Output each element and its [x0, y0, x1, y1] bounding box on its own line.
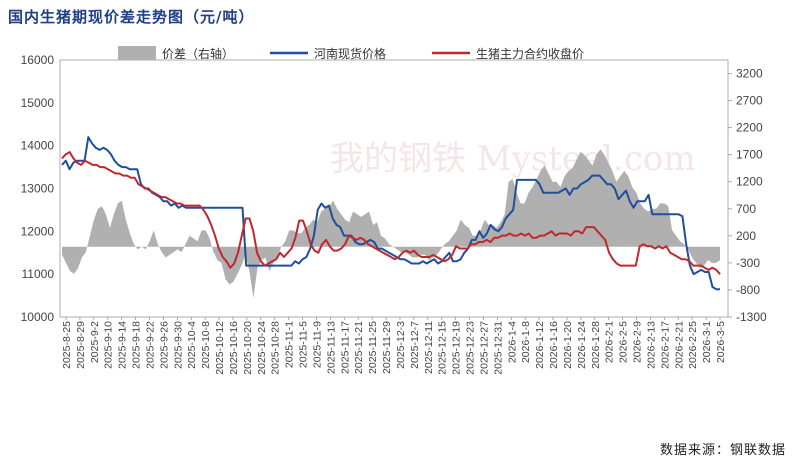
x-tick-label: 2025-12-3 [395, 321, 407, 369]
left-tick-label: 15000 [21, 96, 55, 110]
series-futures-line [61, 151, 721, 275]
right-tick-label: 2700 [736, 94, 763, 108]
x-tick-label: 2025-10-16 [228, 321, 240, 375]
legend-label: 生猪主力合约收盘价 [476, 46, 584, 61]
x-tick-label: 2026-1-16 [548, 321, 560, 369]
x-tick-label: 2025-11-1 [284, 321, 296, 368]
right-tick-label: -800 [736, 283, 760, 297]
legend: 价差（右轴） 河南现货价格 生猪主力合约收盘价 [118, 46, 584, 61]
chart-title: 国内生猪期现价差走势图（元/吨） [8, 8, 255, 26]
x-tick-label: 2025-9-14 [117, 321, 129, 369]
right-tick-label: 1200 [736, 175, 763, 189]
right-tick-label: 700 [736, 202, 756, 216]
x-tick-label: 2025-11-5 [298, 321, 310, 368]
x-tick-label: 2025-10-24 [256, 321, 268, 375]
x-tick-label: 2025-9-2 [89, 321, 101, 363]
x-tick-label: 2025-12-31 [492, 321, 504, 375]
x-tick-label: 2025-11-9 [311, 321, 323, 368]
x-tick-label: 2025-8-25 [61, 321, 73, 369]
x-tick-label: 2026-2-13 [645, 321, 657, 369]
x-tick-label: 2025-11-25 [367, 321, 379, 374]
x-tick-label: 2026-3-5 [715, 321, 727, 363]
x-tick-label: 2026-2-9 [632, 321, 644, 363]
x-tick-label: 2025-12-27 [478, 321, 490, 375]
x-tick-label: 2026-2-17 [659, 321, 671, 369]
data-source: 数据来源：钢联数据 [659, 443, 786, 458]
left-tick-label: 10000 [21, 310, 55, 324]
x-tick-label: 2025-12-15 [437, 321, 449, 375]
x-tick-label: 2025-10-12 [214, 321, 226, 375]
right-tick-label: -300 [736, 256, 760, 270]
x-tick-label: 2026-1-4 [506, 321, 518, 363]
x-tick-label: 2025-11-13 [325, 321, 337, 374]
right-tick-label: 1700 [736, 148, 763, 162]
x-tick-label: 2026-2-25 [687, 321, 699, 369]
x-tick-label: 2025-9-30 [172, 321, 184, 369]
x-tick-label: 2025-11-17 [339, 321, 351, 374]
legend-label: 河南现货价格 [314, 46, 386, 61]
x-tick-label: 2026-2-21 [673, 321, 685, 369]
left-tick-label: 11000 [22, 267, 55, 281]
right-tick-label: 2200 [736, 121, 763, 135]
right-tick-label: -1300 [736, 310, 767, 324]
x-tick-label: 2025-10-4 [186, 321, 198, 369]
left-tick-label: 14000 [21, 139, 55, 153]
x-tick-label: 2025-12-23 [465, 321, 477, 375]
watermark-text: 我的钢铁 Mysteel.com [330, 139, 696, 179]
x-tick-label: 2026-1-12 [534, 321, 546, 369]
x-tick-label: 2026-1-24 [576, 321, 588, 369]
x-tick-label: 2025-9-26 [158, 321, 170, 369]
legend-swatch-spread [118, 46, 156, 60]
x-tick-label: 2025-12-7 [409, 321, 421, 369]
left-tick-label: 13000 [21, 182, 55, 196]
x-tick-label: 2026-2-5 [618, 321, 630, 363]
x-tick-label: 2025-12-19 [451, 321, 463, 375]
series-spot-line [61, 136, 720, 291]
right-tick-label: 200 [736, 229, 756, 243]
x-tick-label: 2025-9-22 [144, 321, 156, 369]
x-tick-label: 2025-11-29 [381, 321, 393, 374]
x-tick-label: 2025-10-8 [200, 321, 212, 369]
legend-label: 价差（右轴） [162, 46, 234, 61]
x-tick-label: 2026-2-1 [604, 321, 616, 363]
x-tick-label: 2025-10-28 [270, 321, 282, 375]
x-tick-label: 2025-11-21 [353, 321, 365, 374]
x-tick-label: 2025-9-10 [103, 321, 115, 369]
x-tick-label: 2025-9-18 [131, 321, 143, 369]
x-tick-label: 2026-1-8 [520, 321, 532, 363]
x-tick-label: 2025-10-20 [242, 321, 254, 375]
left-tick-label: 12000 [21, 224, 55, 238]
x-tick-label: 2025-8-29 [75, 321, 87, 369]
x-tick-label: 2026-1-20 [562, 321, 574, 369]
x-tick-label: 2026-1-28 [590, 321, 602, 369]
watermark: 我的钢铁 Mysteel.com [330, 139, 696, 179]
right-tick-label: 3200 [736, 67, 763, 81]
x-tick-label: 2026-3-1 [701, 321, 713, 363]
plot-frame [59, 59, 729, 318]
x-tick-label: 2025-12-11 [423, 321, 435, 374]
left-tick-label: 16000 [21, 53, 55, 67]
